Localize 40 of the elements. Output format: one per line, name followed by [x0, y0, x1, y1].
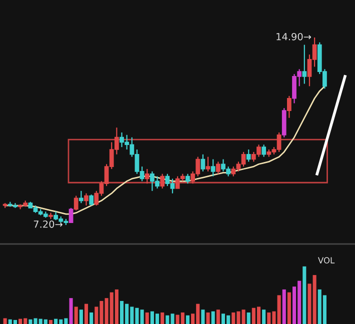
bar: [3, 318, 7, 324]
bar: [211, 311, 215, 324]
candlestick: [200, 154, 206, 172]
candlestick: [78, 190, 84, 204]
bar: [201, 310, 205, 324]
bar: [48, 320, 53, 324]
bar: [242, 310, 246, 324]
candlestick: [144, 168, 150, 184]
candlestick: [74, 195, 78, 211]
candlestick: [84, 192, 88, 206]
bar: [145, 312, 149, 324]
candlestick: [302, 44, 307, 84]
candlestick: [262, 144, 266, 158]
bar: [246, 312, 250, 324]
bar: [216, 310, 220, 324]
chart-title: VOL: [318, 257, 335, 264]
bar: [79, 310, 83, 324]
bar: [84, 304, 88, 324]
candlestick: [186, 173, 190, 184]
candlestick: [206, 156, 210, 172]
bar: [287, 292, 291, 324]
bar: [90, 312, 94, 324]
bar: [277, 295, 281, 324]
bar: [160, 312, 164, 324]
bar: [206, 312, 210, 324]
bar: [282, 289, 286, 324]
annotation: 7.20→: [34, 220, 62, 228]
candlestick: [216, 161, 220, 174]
bar: [69, 298, 73, 324]
candlestick: [246, 148, 251, 162]
bar: [302, 266, 306, 324]
candlestick: [210, 158, 216, 177]
annotation: 14.90→: [276, 32, 312, 40]
candlestick: [160, 173, 165, 190]
candlestick: [89, 194, 94, 206]
candlestick: [68, 207, 74, 224]
candlestick: [286, 95, 292, 118]
bar: [262, 310, 266, 324]
bar: [74, 306, 78, 324]
bar: [186, 315, 190, 324]
